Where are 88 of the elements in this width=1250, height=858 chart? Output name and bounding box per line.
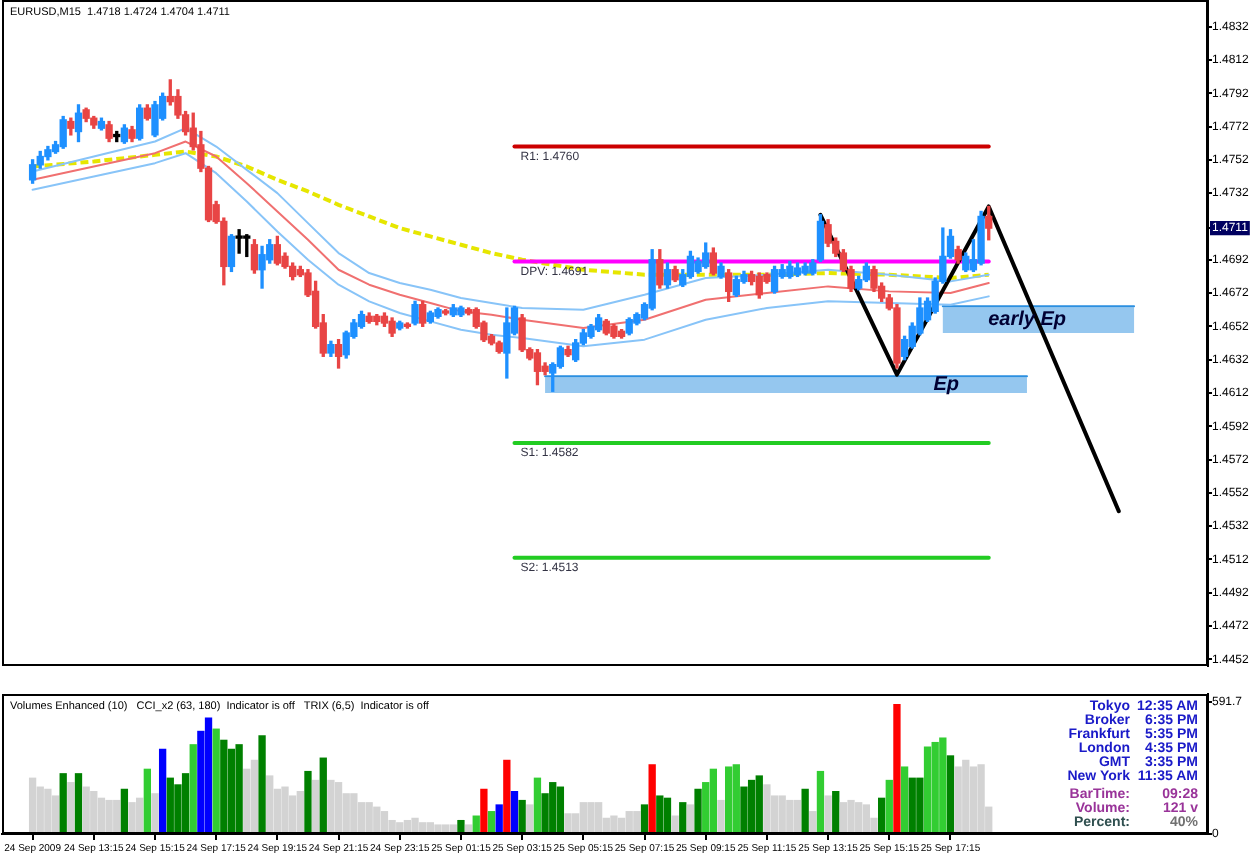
- bar: [28, 777, 37, 834]
- bar: [549, 782, 557, 834]
- bar: [151, 793, 159, 834]
- bar: [686, 804, 695, 834]
- bar: [908, 777, 916, 834]
- bar: [258, 735, 266, 834]
- bar: [740, 786, 748, 834]
- bar: [679, 802, 687, 834]
- bar: [763, 784, 771, 834]
- bar: [916, 777, 924, 834]
- bar: [954, 766, 962, 834]
- bar: [709, 768, 718, 834]
- bar: [143, 768, 151, 834]
- bar: [189, 744, 197, 834]
- bar: [311, 779, 320, 834]
- bar: [243, 768, 251, 834]
- bar: [82, 786, 90, 834]
- bar: [939, 737, 947, 834]
- bar: [862, 804, 870, 834]
- bar: [503, 759, 511, 834]
- bar: [235, 744, 243, 834]
- bar: [304, 770, 312, 834]
- bar: [885, 779, 893, 834]
- bar: [648, 764, 656, 834]
- bar: [533, 777, 542, 834]
- bar: [526, 804, 534, 834]
- bar: [839, 802, 848, 834]
- bar: [556, 786, 565, 834]
- bar: [128, 802, 136, 834]
- bar: [158, 748, 167, 834]
- bar: [656, 795, 664, 834]
- bar: [67, 782, 75, 834]
- bar: [640, 804, 649, 834]
- bar: [90, 790, 98, 834]
- bar: [725, 766, 733, 834]
- bar: [181, 773, 190, 834]
- bar: [579, 802, 587, 834]
- bar: [694, 788, 702, 834]
- bar: [717, 799, 725, 834]
- bar: [510, 790, 519, 834]
- bar: [671, 815, 679, 834]
- bar: [946, 755, 955, 834]
- bar: [212, 728, 220, 834]
- candlestick: [235, 229, 243, 254]
- bar: [900, 766, 909, 834]
- bar: [564, 813, 572, 834]
- bar: [227, 748, 236, 834]
- bar: [120, 788, 129, 834]
- bar: [59, 773, 67, 834]
- bar: [663, 797, 672, 834]
- bar: [893, 704, 901, 834]
- bar: [755, 775, 763, 834]
- bar: [51, 795, 60, 834]
- bar: [594, 802, 603, 834]
- bar: [931, 741, 939, 834]
- bar: [220, 739, 228, 834]
- bar: [97, 797, 106, 834]
- bar: [250, 759, 259, 834]
- bar: [977, 764, 985, 834]
- bar: [166, 777, 174, 834]
- bar: [877, 797, 886, 834]
- bar: [457, 819, 465, 834]
- bar: [204, 717, 213, 834]
- bar: [136, 797, 144, 834]
- bar: [266, 775, 274, 834]
- bar: [923, 746, 932, 834]
- bar: [969, 766, 978, 834]
- bar: [113, 799, 121, 834]
- bar: [832, 790, 840, 834]
- bar: [793, 799, 802, 834]
- bar: [816, 770, 825, 834]
- bar: [732, 764, 740, 834]
- bar: [801, 788, 809, 834]
- bar: [480, 788, 488, 834]
- bar: [388, 819, 396, 834]
- bar: [327, 779, 335, 834]
- bar: [633, 811, 641, 834]
- bar: [319, 757, 327, 834]
- bar: [495, 804, 503, 834]
- bar: [334, 782, 343, 834]
- series-label: early Ep: [988, 309, 1067, 332]
- bar: [296, 790, 304, 834]
- bar: [824, 795, 832, 834]
- bar: [518, 799, 526, 834]
- line-series: [30, 149, 991, 281]
- series-label: Ep: [933, 374, 959, 397]
- bar: [747, 779, 756, 834]
- bar: [74, 773, 83, 834]
